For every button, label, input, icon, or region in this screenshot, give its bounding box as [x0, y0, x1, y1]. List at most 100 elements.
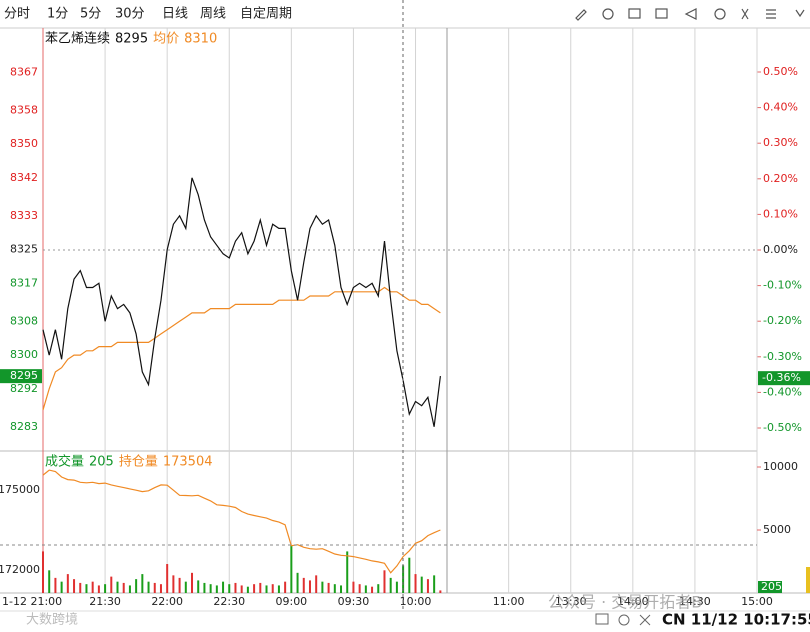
status-icons[interactable]	[595, 613, 651, 626]
volume-bar	[110, 576, 113, 593]
volume-bar	[128, 585, 131, 593]
volume-bar	[122, 582, 125, 593]
period-tab[interactable]: 日线	[162, 7, 188, 22]
period-tab[interactable]: 1分	[47, 7, 68, 22]
volume-bar	[395, 581, 398, 593]
volume-bar	[209, 584, 212, 593]
y2-tick-label: -0.10%	[763, 279, 802, 292]
volume-bar	[402, 565, 405, 593]
volume-bar	[66, 574, 69, 593]
volume-bar	[284, 581, 287, 593]
volume-bar	[371, 586, 374, 593]
volume-bar	[191, 572, 194, 593]
volume-bar	[364, 585, 367, 593]
current-volume: 205	[761, 580, 782, 593]
x-tick-label: 09:30	[338, 595, 370, 608]
y2-tick-label: 0.00%	[763, 243, 798, 256]
header-text: 均价	[153, 32, 179, 47]
volume-level	[806, 567, 810, 593]
volume-bar	[178, 577, 181, 593]
volume-bar	[420, 576, 423, 593]
icon-msg[interactable]	[595, 613, 609, 625]
period-tab[interactable]: 5分	[80, 7, 101, 22]
icon-nav[interactable]	[684, 8, 697, 20]
y-tick-label: 8283	[10, 420, 38, 433]
icon-menu[interactable]	[766, 9, 776, 19]
volume-bar	[240, 585, 243, 593]
period-tab[interactable]: 周线	[200, 7, 226, 22]
volume-bar	[222, 581, 225, 593]
volume-bar	[271, 584, 274, 593]
volume-bar	[308, 580, 311, 593]
watermark: 公众号 · 交易开拓者B	[548, 593, 702, 612]
volume-bar	[215, 585, 218, 593]
volume-bar	[73, 579, 76, 593]
volume-bar	[358, 584, 361, 593]
y2-tick-label: 5000	[763, 523, 791, 536]
volume-bar	[97, 585, 100, 593]
volume-bar	[377, 584, 380, 593]
icon-view[interactable]	[602, 8, 614, 20]
volume-bar	[352, 581, 355, 593]
volume-box	[758, 581, 782, 593]
y-tick-label: 175000	[0, 483, 40, 496]
price-line	[42, 177, 441, 427]
header-text: 173504	[163, 455, 213, 470]
y-tick-label: 8350	[10, 137, 38, 150]
volume-bar	[333, 584, 336, 593]
icon-link[interactable]	[618, 614, 630, 626]
y-tick-label: 8333	[10, 209, 38, 222]
x-tick-label: 22:00	[151, 595, 183, 608]
volume-bar	[259, 582, 262, 593]
change-box	[758, 371, 810, 386]
volume-bar	[48, 570, 51, 593]
volume-bar	[184, 581, 187, 593]
icon-draw[interactable]	[575, 9, 587, 21]
icon-settings[interactable]	[714, 8, 726, 20]
period-tab[interactable]: 30分	[115, 7, 145, 22]
plot-layer: 8367 8358 8350 8342 8333 8325 8317 8308 8300 8292…	[0, 28, 810, 608]
volume-bar	[54, 577, 57, 593]
volume-bar	[439, 590, 442, 593]
volume-bar	[79, 582, 82, 593]
icon-more[interactable]	[795, 9, 805, 18]
y2-tick-label: 0.50%	[763, 65, 798, 78]
icon-close[interactable]	[741, 8, 749, 20]
volume-bar	[116, 581, 119, 593]
current-change: -0.36%	[762, 371, 801, 384]
volume-bar	[302, 577, 305, 593]
volume-bar	[197, 580, 200, 593]
clock: CN 11/12 10:17:55	[662, 611, 810, 629]
period-tab[interactable]: 自定周期	[240, 7, 292, 22]
x-tick-label: 09:00	[275, 595, 307, 608]
header-text: 8295	[115, 32, 148, 47]
volume-bar	[321, 581, 324, 593]
y2-tick-label: -0.50%	[763, 421, 802, 434]
x-tick-label: 21:30	[89, 595, 121, 608]
open-interest-line	[42, 469, 441, 574]
volume-bar	[91, 581, 94, 593]
header-text: 持仓量	[119, 455, 158, 470]
icon-x[interactable]	[639, 614, 651, 626]
x-tick-label: 22:30	[213, 595, 245, 608]
y-tick-label: 8308	[10, 314, 38, 327]
period-tab[interactable]: 分时	[4, 7, 30, 22]
volume-bar	[433, 575, 436, 593]
volume-bar	[414, 574, 417, 593]
icon-copy[interactable]	[655, 8, 668, 19]
icon-window[interactable]	[628, 8, 641, 19]
y2-tick-label: 10000	[763, 460, 798, 473]
y2-tick-label: -0.20%	[763, 314, 802, 327]
toolbar-icons[interactable]	[575, 8, 805, 21]
volume-bar	[159, 584, 162, 593]
price-box	[0, 369, 42, 384]
y-tick-label: 8317	[10, 276, 38, 289]
volume-bar	[277, 585, 280, 593]
y2-tick-label: 0.30%	[763, 136, 798, 149]
volume-bar	[296, 572, 299, 593]
x-tick-label: 11:00	[493, 595, 525, 608]
volume-bar	[290, 545, 293, 593]
volume-bar	[203, 582, 206, 593]
